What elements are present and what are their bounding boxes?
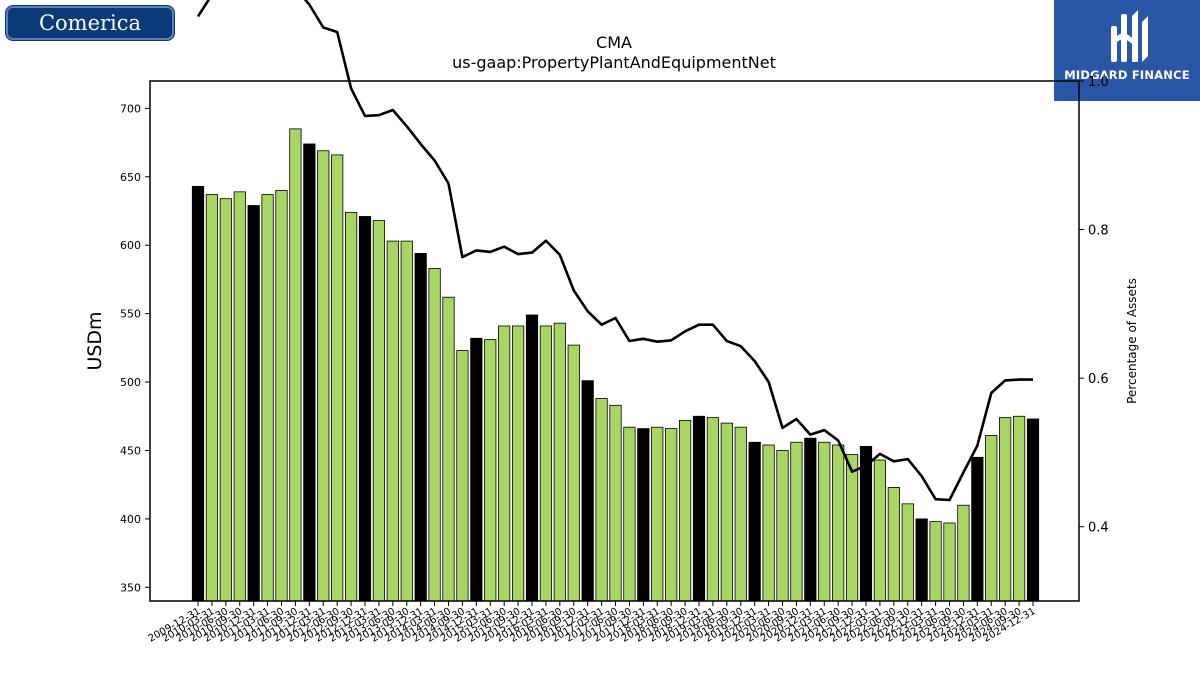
midgard-logo-text: MIDGARD FINANCE (1064, 68, 1190, 82)
y-tick-label: 550 (120, 308, 141, 321)
bar (233, 191, 246, 602)
bar (442, 296, 455, 602)
bar (331, 154, 344, 602)
y-tick-label: 700 (120, 102, 141, 115)
bar (247, 205, 260, 602)
bar (762, 444, 775, 602)
bar (219, 198, 232, 602)
bar (470, 337, 483, 602)
bar (386, 240, 399, 602)
bar (456, 350, 469, 602)
bar (525, 314, 539, 602)
bar (901, 503, 914, 602)
bar (358, 216, 372, 602)
bar (553, 322, 566, 602)
bar (1026, 418, 1040, 602)
y-tick-label: 500 (120, 376, 141, 389)
bar (790, 441, 803, 602)
bar (275, 190, 288, 602)
bar (748, 441, 761, 602)
bar (400, 240, 413, 602)
midgard-emblem-icon (1111, 10, 1148, 62)
y2-tick-label: 0.4 (1088, 521, 1109, 536)
bar (623, 426, 636, 602)
y-tick-label: 600 (120, 239, 141, 252)
y-tick-label: 450 (120, 444, 141, 457)
bar (609, 404, 622, 602)
bar (887, 487, 900, 602)
bar (289, 128, 302, 602)
y-axis-ticks: 350 400 450 500 550 600 650 700 (120, 102, 150, 594)
bar (539, 325, 553, 602)
bar (498, 325, 511, 602)
bar (303, 143, 316, 602)
bar (581, 380, 594, 602)
bar (637, 428, 650, 602)
bar (678, 419, 692, 602)
bar (832, 444, 845, 602)
bar (205, 194, 219, 602)
bar (651, 426, 664, 602)
y2-tick-label: 1.0 (1088, 75, 1109, 90)
bar-series (191, 128, 1040, 602)
bar (915, 518, 928, 602)
percentage-line (196, 0, 1033, 502)
bar (971, 456, 984, 602)
bar (706, 417, 720, 602)
y-tick-label: 650 (120, 171, 141, 184)
bar (804, 437, 817, 602)
bar (720, 422, 733, 602)
plot-frame (149, 80, 1080, 602)
chart-title: CMA (596, 33, 632, 52)
bar (595, 398, 608, 602)
y2-tick-label: 0.6 (1088, 372, 1109, 387)
y-tick-label: 400 (120, 513, 141, 526)
bar (943, 522, 956, 602)
midgard-finance-logo: MIDGARD FINANCE (1054, 0, 1200, 101)
bar (957, 504, 970, 602)
line-series (196, 0, 1033, 502)
y-axis-label: USDm (84, 311, 106, 370)
bar (567, 344, 580, 602)
bar (1012, 415, 1026, 602)
bar (484, 339, 497, 602)
y2-axis-ticks: 0.4 0.6 0.8 1.0 (1079, 75, 1109, 536)
bar (985, 435, 998, 602)
bar (999, 417, 1012, 602)
bar (873, 459, 887, 602)
bar (665, 428, 678, 602)
bar (414, 253, 427, 602)
bar (818, 441, 831, 602)
x-axis-ticks: 2009-12-312010-03-312010-06-302010-09-30… (147, 601, 1038, 645)
bar (191, 185, 205, 602)
bar (859, 445, 873, 602)
comerica-logo-text: Comerica (38, 11, 142, 35)
y2-axis-label: Percentage of Assets (1125, 278, 1139, 404)
bar (428, 268, 441, 602)
bar (692, 415, 706, 602)
comerica-logo: Comerica (6, 6, 174, 40)
bar (372, 220, 386, 602)
bar (344, 211, 358, 602)
bar (734, 426, 747, 602)
y2-tick-label: 0.8 (1088, 224, 1109, 239)
bar (317, 150, 330, 602)
bar (776, 450, 789, 602)
chart-subtitle: us-gaap:PropertyPlantAndEquipmentNet (452, 53, 776, 72)
bar (511, 325, 525, 602)
bar (929, 521, 942, 602)
y-tick-label: 350 (120, 581, 141, 594)
bar (845, 454, 859, 602)
bar (261, 194, 274, 602)
